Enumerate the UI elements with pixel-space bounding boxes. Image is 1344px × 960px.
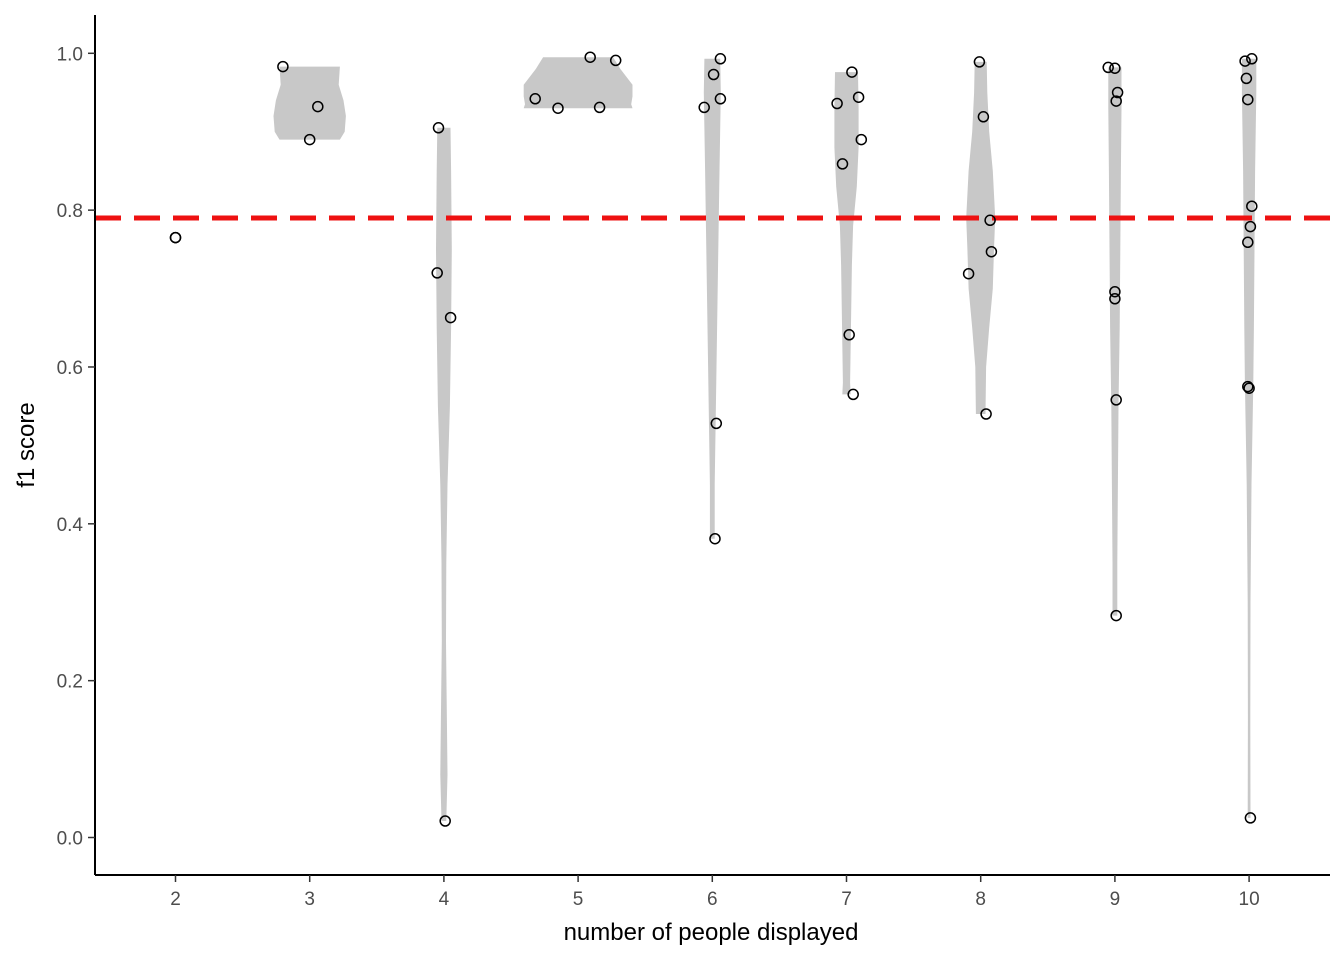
data-point-9-1 [1109, 62, 1121, 74]
data-point-3-0 [277, 60, 289, 73]
data-point-3-2 [303, 133, 316, 146]
violin-7 [834, 72, 859, 395]
y-tick-group: 0.0 0.2 0.4 0.6 0.8 1.0 [57, 44, 95, 850]
y-tick-label-0.2: 0.2 [57, 672, 83, 693]
data-point-4-3 [439, 815, 451, 827]
violin-9 [1108, 67, 1122, 616]
data-point-10-8 [1243, 382, 1255, 394]
data-point-5-3 [552, 102, 564, 114]
x-tick-label-5: 5 [573, 889, 584, 910]
data-point-7-3 [855, 133, 868, 146]
data-point-8-0 [973, 56, 986, 68]
y-tick-label-0.0: 0.0 [57, 829, 83, 850]
data-point-7-1 [831, 97, 843, 110]
x-axis-title: number of people displayed [564, 919, 859, 946]
data-point-10-4 [1246, 200, 1258, 212]
y-tick-label-0.4: 0.4 [57, 515, 84, 536]
data-point-10-5 [1244, 220, 1257, 233]
x-tick-label-6: 6 [707, 889, 718, 910]
data-point-4-1 [431, 267, 443, 279]
x-tick-label-9: 9 [1110, 889, 1121, 910]
data-point-10-1 [1246, 53, 1258, 65]
data-point-10-2 [1240, 72, 1253, 85]
violin-4 [436, 127, 452, 822]
data-point-10-7 [1242, 380, 1254, 393]
x-tick-label-2: 2 [170, 889, 181, 910]
data-point-9-7 [1110, 609, 1122, 622]
y-tick-label-0.8: 0.8 [57, 201, 83, 222]
data-point-7-0 [846, 66, 858, 78]
data-point-2-1 [169, 231, 182, 244]
data-point-4-0 [432, 122, 445, 134]
violin-6 [703, 58, 721, 539]
data-point-8-1 [977, 111, 990, 123]
data-point-9-6 [1110, 394, 1122, 406]
data-point-10-6 [1242, 236, 1254, 249]
violin-10 [1241, 58, 1257, 818]
x-tick-label-10: 10 [1239, 889, 1260, 910]
data-point-6-1 [707, 68, 720, 81]
data-point-10-9 [1244, 812, 1257, 824]
data-point-5-2 [529, 93, 541, 105]
x-tick-label-7: 7 [841, 889, 852, 910]
data-point-4-2 [444, 311, 457, 324]
y-tick-label-0.6: 0.6 [57, 358, 83, 379]
violin-layer [273, 57, 1257, 822]
data-point-6-3 [698, 101, 710, 114]
violin-3 [273, 66, 346, 140]
data-point-9-2 [1111, 86, 1124, 99]
x-tick-label-3: 3 [304, 889, 315, 910]
x-tick-group: 2 3 4 5 6 7 8 9 10 [170, 875, 1260, 910]
data-point-7-4 [836, 158, 849, 170]
data-point-7-6 [847, 388, 859, 401]
data-point-9-0 [1102, 61, 1114, 74]
data-point-6-2 [714, 93, 727, 105]
data-point-3-1 [312, 100, 324, 113]
data-point-7-2 [852, 91, 865, 103]
data-point-8-3 [985, 245, 998, 258]
data-point-5-1 [609, 54, 622, 67]
data-point-8-2 [984, 214, 996, 227]
data-point-9-3 [1110, 95, 1122, 107]
violin-8 [966, 61, 996, 415]
data-point-8-5 [980, 408, 992, 420]
data-point-7-5 [843, 329, 855, 341]
data-point-10-3 [1242, 93, 1254, 106]
x-tick-label-4: 4 [439, 889, 450, 910]
data-point-10-0 [1239, 55, 1251, 67]
data-point-9-4 [1109, 285, 1121, 298]
x-tick-label-8: 8 [975, 889, 986, 910]
points-layer [169, 51, 1258, 827]
data-point-8-4 [962, 267, 975, 280]
y-axis-title: f1 score [13, 402, 40, 487]
data-point-6-5 [709, 532, 721, 545]
data-point-6-0 [714, 53, 727, 65]
y-tick-label-1.0: 1.0 [57, 44, 83, 65]
data-point-5-4 [593, 101, 606, 114]
data-point-6-4 [710, 417, 723, 430]
data-point-5-0 [584, 51, 596, 63]
data-point-9-5 [1109, 293, 1121, 305]
violin-5 [523, 57, 633, 109]
